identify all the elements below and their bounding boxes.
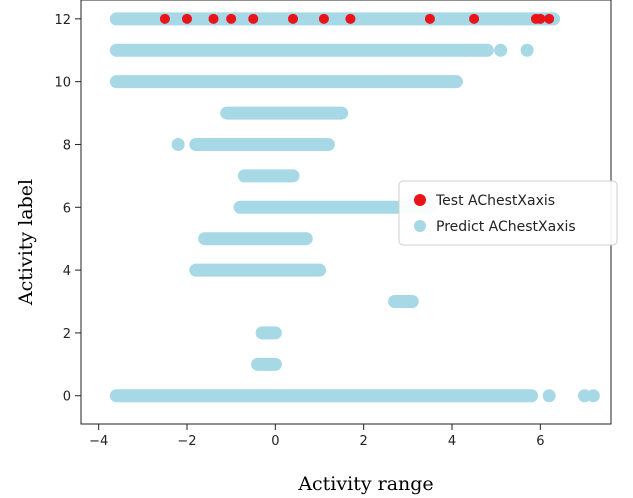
y-tick-label: 4 xyxy=(63,264,71,279)
x-tick-label: 4 xyxy=(448,434,456,449)
x-axis-title: Activity range xyxy=(297,473,433,495)
predict-point xyxy=(520,43,534,57)
predict-point xyxy=(586,389,600,403)
legend-label-predict: Predict AChestXaxis xyxy=(436,219,576,235)
test-point xyxy=(544,13,555,24)
x-tick-label: −4 xyxy=(89,434,108,449)
test-point xyxy=(182,13,192,24)
legend-box xyxy=(398,180,618,246)
x-tick-label: 6 xyxy=(536,434,544,449)
test-point xyxy=(469,13,480,24)
predict-point xyxy=(542,389,556,403)
test-point xyxy=(288,13,298,24)
y-tick-label: 0 xyxy=(63,390,71,405)
legend-label-test: Test AChestXaxis xyxy=(435,193,555,209)
test-point xyxy=(159,13,170,24)
y-tick-label: 2 xyxy=(63,327,71,342)
test-point xyxy=(424,13,435,24)
test-point xyxy=(208,13,219,24)
y-axis-ticks: 0 2 4 6 8 10 12 xyxy=(54,13,81,405)
y-tick-label: 8 xyxy=(63,138,71,153)
x-axis-ticks: −4 −2 0 2 4 6 xyxy=(89,424,544,449)
y-tick-label: 6 xyxy=(63,201,71,216)
test-point xyxy=(248,13,259,24)
legend: Test AChestXaxis Predict AChestXaxis xyxy=(398,180,618,246)
y-axis-title: Activity label xyxy=(15,179,37,306)
x-tick-label: 0 xyxy=(271,434,279,449)
test-point xyxy=(535,13,546,24)
y-tick-label: 12 xyxy=(54,13,71,28)
test-point xyxy=(226,13,237,24)
test-point xyxy=(318,13,329,24)
legend-marker-test xyxy=(414,194,426,206)
predict-point xyxy=(171,137,185,151)
legend-marker-predict xyxy=(414,220,426,232)
test-point xyxy=(345,13,356,24)
test-series-group xyxy=(159,13,555,24)
predict-point xyxy=(494,43,508,57)
y-tick-label: 10 xyxy=(54,76,71,91)
x-tick-label: 2 xyxy=(360,434,368,449)
predict-point xyxy=(476,43,490,57)
x-tick-label: −2 xyxy=(177,434,196,449)
